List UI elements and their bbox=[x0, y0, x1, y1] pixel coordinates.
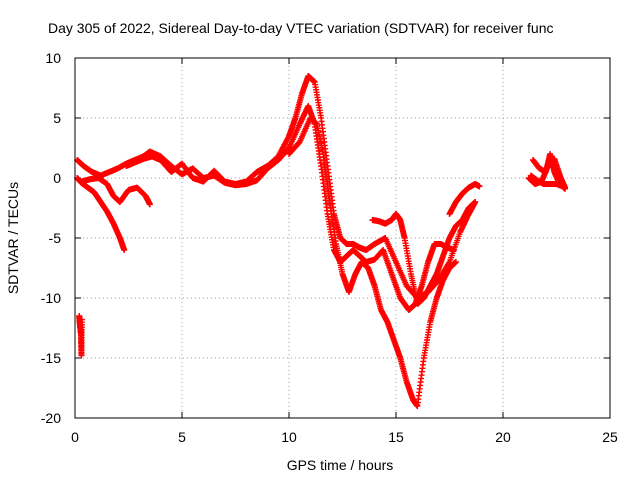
x-tick-label: 20 bbox=[495, 429, 511, 445]
data-point-marker bbox=[121, 247, 128, 253]
y-tick-label: 5 bbox=[53, 110, 61, 126]
x-tick-label: 0 bbox=[71, 429, 79, 445]
chart-title: Day 305 of 2022, Sidereal Day-to-day VTE… bbox=[48, 20, 554, 36]
y-tick-label: -5 bbox=[49, 230, 62, 246]
data-point-marker bbox=[450, 247, 457, 253]
grid-lines bbox=[75, 58, 610, 418]
y-tick-labels: -20 -15 -10 -5 0 5 10 bbox=[41, 50, 61, 426]
series-t8 bbox=[286, 115, 459, 409]
plot-frame bbox=[74, 57, 611, 419]
data-point-marker bbox=[562, 184, 569, 191]
data-point-marker bbox=[78, 316, 85, 323]
y-tick-label: -15 bbox=[41, 350, 61, 366]
series-t11 bbox=[76, 313, 85, 359]
y-tick-label: 10 bbox=[45, 50, 61, 66]
y-tick-label: -20 bbox=[41, 410, 61, 426]
data-point-marker bbox=[472, 199, 479, 205]
y-tick-label: -10 bbox=[41, 290, 61, 306]
series-t9 bbox=[369, 199, 479, 307]
data-point-marker bbox=[452, 259, 459, 265]
series-t7 bbox=[275, 103, 457, 313]
x-axis-label: GPS time / hours bbox=[287, 457, 394, 473]
series-t3 bbox=[78, 175, 153, 208]
data-points bbox=[74, 73, 569, 409]
x-tick-labels: 0 5 10 15 20 25 bbox=[71, 429, 618, 445]
data-point-marker bbox=[146, 201, 153, 208]
x-tick-label: 10 bbox=[281, 429, 297, 445]
series-t14 bbox=[525, 155, 569, 191]
x-tick-label: 5 bbox=[178, 429, 186, 445]
series-t10 bbox=[446, 181, 483, 217]
x-tick-label: 25 bbox=[602, 429, 618, 445]
y-axis-label: SDTVAR / TECUs bbox=[5, 182, 21, 294]
x-tick-label: 15 bbox=[388, 429, 404, 445]
series-t1 bbox=[74, 175, 128, 253]
data-point-marker bbox=[476, 183, 483, 190]
y-tick-label: 0 bbox=[53, 170, 61, 186]
